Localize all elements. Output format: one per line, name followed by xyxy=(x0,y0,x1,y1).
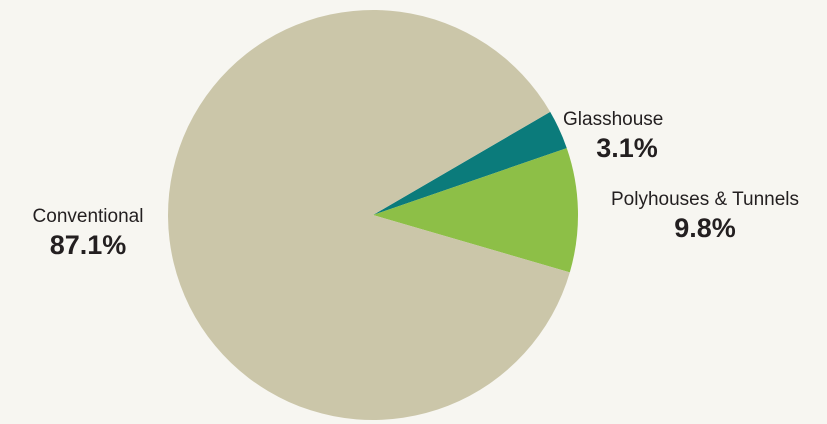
slice-label: Glasshouse xyxy=(563,109,663,130)
pie-slice xyxy=(373,111,567,215)
slice-label: Polyhouses & Tunnels xyxy=(611,189,799,210)
slice-value: 3.1% xyxy=(596,133,658,163)
pie-slice xyxy=(168,10,570,420)
slice-label: Conventional xyxy=(33,206,144,227)
slice-value: 9.8% xyxy=(674,213,736,243)
slice-value: 87.1% xyxy=(50,230,127,260)
pie-slice xyxy=(373,148,578,273)
